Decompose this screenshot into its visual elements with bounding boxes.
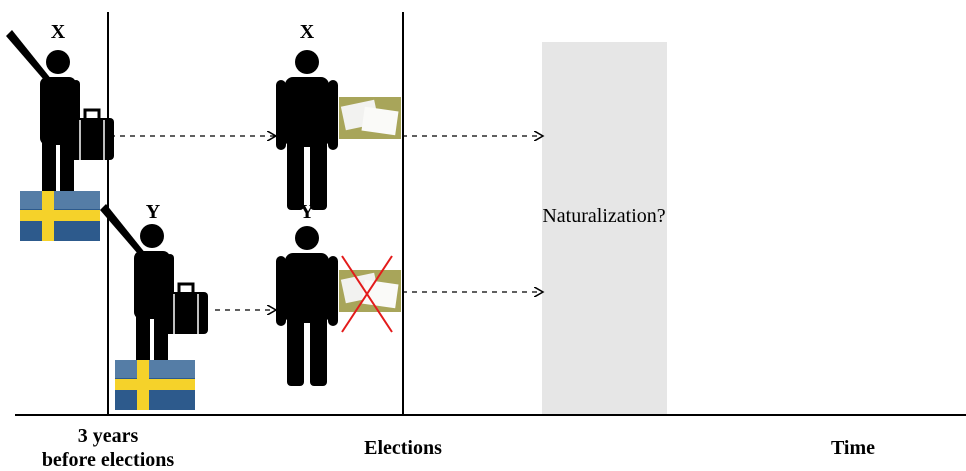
person-label: Y [300,201,315,223]
ballot-envelope [339,97,401,139]
axis-label: 3 years [78,425,139,447]
axis-label: Time [831,437,875,459]
swedish-flag [20,191,100,241]
annotation: Naturalization? [542,205,665,227]
person-label: X [51,21,66,43]
swedish-flag [115,360,195,410]
person-standing [276,226,338,386]
person-label: Y [146,201,161,223]
person-arriving [98,202,210,382]
person-label: X [300,21,315,43]
crossed-out [341,255,393,333]
person-standing [276,50,338,210]
axis-label: before elections [42,449,175,471]
person-arriving [4,28,116,208]
naturalization-band [542,42,667,415]
axis-label: Elections [364,437,442,459]
